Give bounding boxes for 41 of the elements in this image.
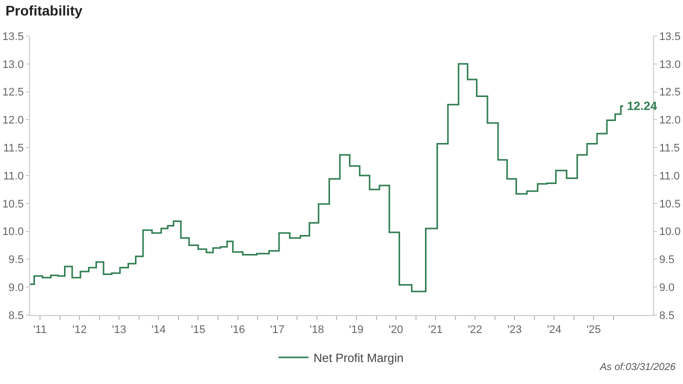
x-tick-label: '24 bbox=[546, 324, 562, 336]
x-tick-label: '21 bbox=[428, 324, 443, 336]
y2-tick-label: 12.5 bbox=[659, 86, 681, 99]
x-tick-label: '13 bbox=[112, 324, 126, 336]
y-tick-label: 9.0 bbox=[8, 282, 24, 294]
x-tick-label: '20 bbox=[388, 324, 404, 336]
data-label: 12.24 bbox=[627, 99, 658, 113]
x-tick-label: '12 bbox=[72, 324, 87, 336]
x-tick-label: '15 bbox=[190, 324, 206, 336]
y2-tick-label: 11.5 bbox=[659, 142, 680, 154]
x-tick-label: '23 bbox=[507, 324, 522, 336]
y-tick-label: 10.5 bbox=[2, 198, 24, 210]
y2-tick-label: 9.5 bbox=[659, 254, 674, 266]
x-tick-label: '19 bbox=[349, 324, 364, 336]
y2-tick-label: 10.5 bbox=[659, 198, 681, 210]
y-tick-label: 11.0 bbox=[3, 170, 24, 182]
y-tick-label: 11.5 bbox=[3, 142, 24, 154]
legend-label: Net Profit Margin bbox=[314, 351, 404, 366]
x-tick-label: '11 bbox=[33, 324, 47, 336]
y-tick-label: 13.5 bbox=[2, 30, 24, 43]
y2-tick-label: 13.0 bbox=[659, 58, 681, 71]
y-tick-label: 12.0 bbox=[2, 114, 24, 127]
x-tick-label: '22 bbox=[468, 324, 482, 336]
y-tick-label: 13.0 bbox=[2, 58, 24, 71]
y-tick-label: 10.0 bbox=[2, 226, 24, 238]
y-tick-label: 8.5 bbox=[8, 310, 24, 322]
x-tick-label: '25 bbox=[586, 324, 601, 336]
x-tick-label: '18 bbox=[310, 324, 324, 336]
chart-title: Profitability bbox=[5, 2, 83, 19]
y2-tick-label: 10.0 bbox=[659, 226, 681, 238]
y2-tick-label: 8.5 bbox=[659, 310, 674, 322]
x-tick-label: '14 bbox=[151, 324, 166, 336]
y2-tick-label: 11.0 bbox=[659, 170, 680, 182]
y2-tick-label: 13.5 bbox=[659, 30, 681, 43]
y2-tick-label: 9.0 bbox=[659, 282, 674, 294]
y-tick-label: 9.5 bbox=[8, 254, 24, 266]
text: As of:03/31/2026 bbox=[599, 362, 676, 373]
x-tick-label: '16 bbox=[230, 324, 245, 336]
y2-tick-label: 12.0 bbox=[659, 114, 681, 127]
y-tick-label: 12.5 bbox=[2, 86, 24, 99]
x-tick-label: '17 bbox=[270, 324, 284, 336]
